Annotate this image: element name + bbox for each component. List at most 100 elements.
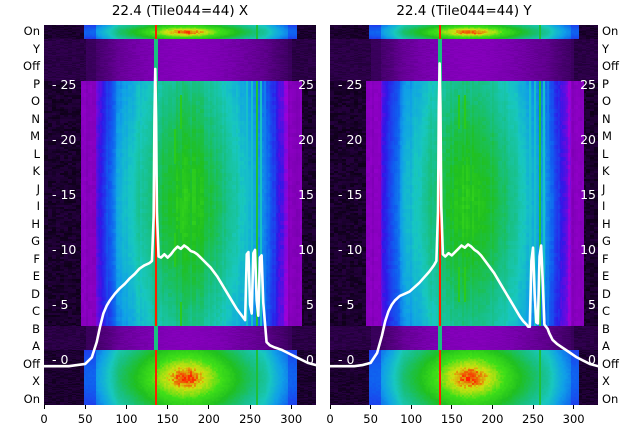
dipole-tick-l: L (602, 146, 609, 161)
inner-ytick-label: - 15 (338, 187, 363, 203)
dipole-tick-m: M (602, 129, 612, 144)
x-tick-label: 50 (363, 412, 378, 426)
inner-ytick-label: - 5 (338, 296, 355, 312)
dipole-tick-k: K (32, 164, 40, 179)
dipole-tick-f: F (602, 251, 609, 266)
dipole-tick-off: Off (602, 59, 619, 74)
x-tick: 150 (432, 405, 472, 426)
x-tick: 200 (472, 405, 512, 426)
x-tick: 300 (554, 405, 594, 426)
inner-ytick-label: 5 (306, 296, 314, 312)
dipole-tick-p: P (33, 76, 40, 91)
dipole-tick-y: Y (602, 41, 610, 56)
inner-ytick-label: - 10 (52, 241, 77, 257)
inner-ytick-label: - 5 (52, 296, 69, 312)
dipole-tick-l: L (33, 146, 40, 161)
dipole-tick-on: On (602, 392, 619, 406)
dipole-tick-c: C (602, 304, 611, 319)
inner-ytick-label: - 10 (338, 241, 363, 257)
x-tick-label: 150 (156, 412, 179, 426)
x-tick: 100 (391, 405, 431, 426)
x-tick-label: 150 (440, 412, 463, 426)
x-tick-mark (167, 405, 169, 409)
inner-ytick-label: 15 (580, 187, 596, 203)
dipole-tick-m: M (30, 129, 40, 144)
inner-ytick-label: 0 (588, 351, 596, 367)
dipole-tick-n: N (31, 111, 40, 126)
x-tick-mark (410, 405, 412, 409)
dipole-tick-c: C (31, 304, 40, 319)
dipole-tick-h: H (31, 216, 40, 231)
dipole-tick-off: Off (23, 59, 40, 74)
x-tick-label: 300 (280, 412, 303, 426)
dipole-tick-off: Off (23, 356, 40, 371)
dipole-tick-a: A (32, 339, 40, 354)
profile-line (330, 62, 598, 368)
x-tick: 300 (271, 405, 311, 426)
x-tick-label: 250 (522, 412, 544, 426)
inner-ytick-label: 25 (580, 77, 596, 93)
heatmap-panel-left[interactable]: - 0 - 5 - 10 - 15 - 20 - 25 0 5 10 15 20 25 (44, 25, 316, 405)
dipole-tick-a: A (602, 339, 610, 354)
panel-title-left: 22.4 (Tile044=44) X (111, 3, 249, 19)
x-tick: 250 (513, 405, 553, 426)
x-tick: 0 (24, 405, 64, 426)
x-tick-mark (573, 405, 575, 409)
dipole-tick-x: X (602, 374, 610, 389)
dipole-tick-x: X (32, 374, 40, 389)
x-tick-label: 0 (326, 412, 334, 426)
x-tick-label: 200 (197, 412, 220, 426)
dipole-tick-b: B (602, 321, 610, 336)
inner-ytick-label: 20 (298, 132, 314, 148)
x-tick-mark (84, 405, 86, 409)
heatmap-image-left (44, 25, 316, 405)
x-tick: 200 (189, 405, 229, 426)
dipole-tick-g: G (602, 234, 611, 249)
x-tick: 0 (310, 405, 350, 426)
inner-ytick-label: - 20 (338, 132, 363, 148)
dipole-tick-y: Y (32, 41, 40, 56)
dipole-tick-k: K (602, 164, 610, 179)
dipole-tick-on: On (23, 392, 40, 406)
profile-line (44, 67, 316, 368)
profile-curve-left (44, 25, 316, 405)
dipole-tick-j: J (36, 181, 40, 196)
dipole-tick-o: O (602, 94, 612, 109)
inner-ytick-label: 15 (298, 187, 314, 203)
x-tick-mark (208, 405, 210, 409)
dipole-tick-off: Off (602, 356, 619, 371)
dipole-tick-b: B (32, 321, 40, 336)
dipole-tick-i: I (36, 199, 40, 214)
dipole-tick-on: On (602, 24, 619, 38)
x-axis-right: 0 50 100 150 200 250 300 (326, 405, 598, 435)
panel-title-right: 22.4 (Tile044=44) Y (396, 3, 532, 19)
x-tick-mark (43, 405, 45, 409)
x-tick-mark (290, 405, 292, 409)
dipole-tick-j: J (602, 181, 606, 196)
heatmap-panel-right[interactable]: - 0 - 5 - 10 - 15 - 20 - 25 0 5 10 15 20 25 (330, 25, 598, 405)
x-tick-mark (249, 405, 251, 409)
x-tick-mark (125, 405, 127, 409)
inner-ytick-label: - 20 (52, 132, 77, 148)
x-tick-label: 100 (400, 412, 423, 426)
dipole-tick-p: P (602, 76, 609, 91)
x-tick-mark (329, 405, 331, 409)
dipole-tick-d: D (602, 286, 611, 301)
inner-ytick-label: 10 (580, 241, 596, 257)
x-tick-label: 50 (77, 412, 93, 426)
x-tick-mark (370, 405, 372, 409)
dipole-tick-n: N (602, 111, 611, 126)
inner-ytick-label: - 15 (52, 187, 77, 203)
dipole-tick-e: E (602, 269, 610, 284)
profile-curve-right (330, 25, 598, 405)
x-axis-left: 0 50 100 150 200 250 300 (40, 405, 316, 435)
inner-ytick-label: - 0 (338, 351, 355, 367)
inner-ytick-label: 20 (580, 132, 596, 148)
inner-ytick-label: - 25 (52, 77, 77, 93)
x-tick: 150 (148, 405, 188, 426)
x-tick: 250 (230, 405, 270, 426)
dipole-tick-o: O (30, 94, 40, 109)
x-tick-mark (532, 405, 534, 409)
